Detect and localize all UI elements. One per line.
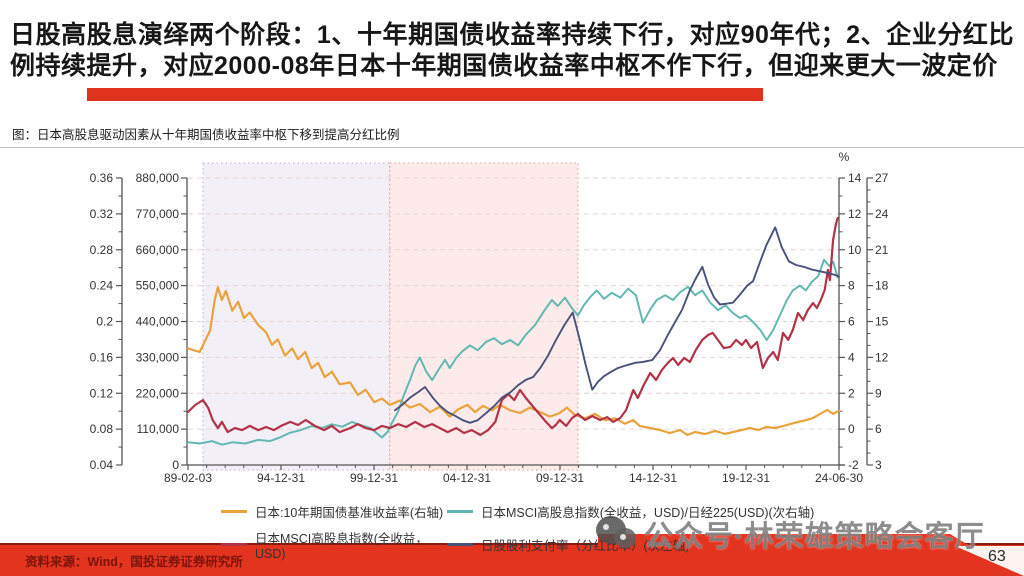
watermark: 公众号·林荣雄策略会客厅 [594,512,985,556]
chart-legend: 日本:10年期国债基准收益率(右轴) 日本MSCI高股息指数(全收益，USD)/… [221,502,814,568]
legend-item-msci-vs-nikkei: 日本MSCI高股息指数(全收益，USD)/日经225(USD)(次右轴) [447,502,814,521]
svg-text:%: % [839,150,850,164]
svg-text:14-12-31: 14-12-31 [629,471,677,485]
svg-text:0: 0 [848,422,855,436]
footer-red-ribbon [598,534,970,546]
slide-title: 日股高股息演绎两个阶段：1、十年期国债收益率持续下行，对应90年代；2、企业分红… [10,21,1014,80]
legend-row: 日本:10年期国债基准收益率(右轴) 日本MSCI高股息指数(全收益，USD)/… [221,502,814,521]
svg-text:110,000: 110,000 [137,422,180,436]
legend-item-jgb-yield: 日本:10年期国债基准收益率(右轴) [221,502,447,521]
legend-line-swatch-icon [447,543,473,546]
legend-label: 日股股利支付率（分红比率）(次左轴) [481,539,690,553]
legend-line-swatch-icon [221,543,247,546]
svg-text:94-12-31: 94-12-31 [257,471,305,485]
svg-text:21: 21 [875,243,889,257]
svg-text:-2: -2 [848,458,859,472]
title-underline-bar [87,88,763,101]
legend-line-swatch-icon [221,510,247,513]
legend-label: 日本MSCI高股息指数(全收益，USD)/日经225(USD)(次右轴) [481,506,815,520]
svg-text:0.12: 0.12 [90,386,114,400]
svg-text:0.28: 0.28 [90,243,114,257]
svg-text:89-02-03: 89-02-03 [164,471,212,485]
svg-text:3: 3 [875,458,882,472]
figure-caption: 图：日本高股息驱动因素从十年期国债收益率中枢下移到提高分红比例 [12,128,400,142]
svg-text:4: 4 [848,350,855,364]
svg-text:2: 2 [848,386,855,400]
svg-text:6: 6 [875,422,882,436]
svg-text:24-06-30: 24-06-30 [815,471,863,485]
svg-text:0: 0 [172,458,179,472]
legend-label: 日本:10年期国债基准收益率(右轴) [255,506,444,520]
svg-text:24: 24 [875,207,889,221]
caption-divider [0,147,1024,148]
svg-text:0.32: 0.32 [90,207,114,221]
svg-text:0.04: 0.04 [90,458,114,472]
source-note: 资料来源：Wind，国投证券证券研究所 [25,555,243,569]
svg-text:330,000: 330,000 [136,350,180,364]
footer-red-band [0,545,1024,576]
svg-text:18: 18 [875,279,889,293]
svg-text:10: 10 [848,243,862,257]
svg-text:0.24: 0.24 [90,279,114,293]
svg-text:12: 12 [848,207,862,221]
svg-text:220,000: 220,000 [136,386,180,400]
svg-text:6: 6 [848,315,855,329]
svg-text:0.36: 0.36 [90,171,114,185]
legend-line-swatch-icon [447,510,473,513]
svg-text:99-12-31: 99-12-31 [350,471,398,485]
svg-text:0.16: 0.16 [90,350,114,364]
svg-text:9: 9 [875,386,882,400]
legend-label: 日本MSCI高股息指数(全收益，USD) [255,532,428,561]
page-number: 63 [988,548,1006,565]
svg-text:8: 8 [848,279,855,293]
svg-text:14: 14 [848,171,862,185]
svg-text:550,000: 550,000 [136,279,180,293]
footer-accent-line [0,543,1024,545]
legend-row: 日本MSCI高股息指数(全收益，USD) 日股股利支付率（分红比率）(次左轴) [221,528,814,561]
svg-text:770,000: 770,000 [136,207,180,221]
svg-text:15: 15 [875,315,889,329]
watermark-logo-icon [594,512,638,556]
legend-item-payout-ratio: 日股股利支付率（分红比率）(次左轴) [447,535,689,554]
svg-text:0.08: 0.08 [90,422,114,436]
svg-text:12: 12 [875,350,889,364]
svg-text:440,000: 440,000 [136,315,180,329]
svg-text:27: 27 [875,171,889,185]
svg-text:660,000: 660,000 [136,243,180,257]
svg-text:09-12-31: 09-12-31 [536,471,584,485]
svg-text:0.2: 0.2 [96,315,113,329]
legend-item-msci-high-div: 日本MSCI高股息指数(全收益，USD) [221,528,447,561]
svg-text:19-12-31: 19-12-31 [722,471,770,485]
watermark-text: 公众号·林荣雄策略会客厅 [644,521,985,553]
svg-text:04-12-31: 04-12-31 [443,471,491,485]
svg-text:880,000: 880,000 [136,171,180,185]
